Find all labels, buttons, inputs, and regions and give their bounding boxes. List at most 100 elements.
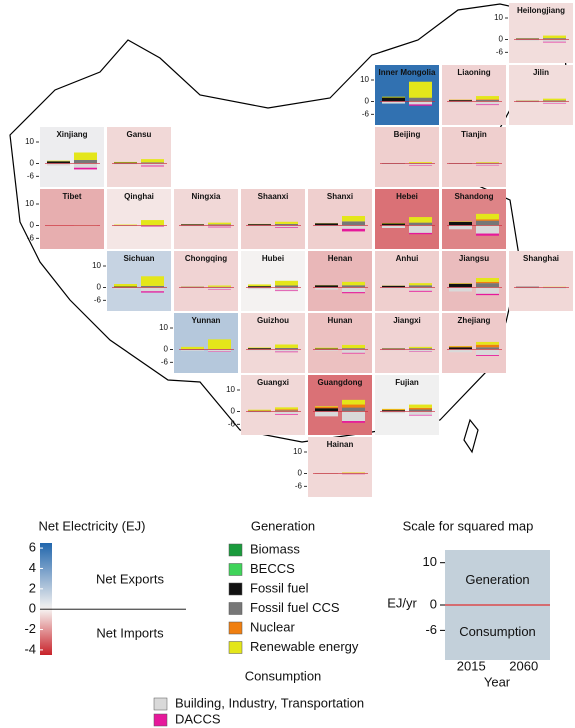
legend-label: Fossil fuel CCS (250, 600, 340, 615)
bar-segment (409, 232, 432, 235)
bar-segment (409, 163, 432, 166)
generation-title: Generation (251, 518, 315, 533)
bar-segment (275, 344, 298, 348)
legend-swatch (228, 582, 243, 596)
tile-tick-label: 0 (365, 97, 370, 106)
tile (241, 313, 305, 373)
bar-segment (114, 286, 137, 288)
bar-segment (342, 349, 365, 353)
bar-segment (208, 226, 231, 228)
bar-segment (315, 347, 338, 349)
tile-title: Ningxia (192, 192, 221, 201)
bar-segment (409, 222, 432, 226)
bar-segment (141, 220, 164, 226)
tile-title: Guangdong (318, 378, 363, 387)
colorbar-title: Net Electricity (EJ) (39, 518, 146, 533)
bar-segment (208, 285, 231, 287)
bar-segment (476, 233, 499, 236)
bar-segment (248, 284, 271, 287)
bar-segment (382, 225, 405, 228)
bar-segment (409, 97, 432, 101)
bar-segment (181, 346, 204, 349)
bar-segment (382, 97, 405, 102)
bar-segment (516, 38, 539, 40)
bar-segment (342, 225, 365, 229)
tile (107, 189, 171, 249)
bar-segment (114, 284, 137, 287)
tile-title: Gansu (127, 130, 152, 139)
bar-segment (476, 162, 499, 163)
bar-segment (275, 225, 298, 228)
bar-segment (449, 101, 472, 104)
tile-tick-label: -6 (27, 171, 35, 180)
colorbar-tick-label: 2 (29, 580, 36, 595)
bar-segment (342, 216, 365, 222)
bar-segment (181, 349, 204, 351)
tile-title: Jiangxi (393, 316, 421, 325)
tile-title: Inner Mongolia (379, 68, 436, 77)
bar-segment (275, 414, 298, 415)
bar-segment (141, 165, 164, 167)
tile (442, 127, 506, 187)
bar-segment (543, 35, 566, 39)
tile (174, 189, 238, 249)
bar-segment (315, 225, 338, 227)
tile-title: Zhejiang (458, 316, 491, 325)
bar-segment (476, 104, 499, 106)
bar-segment (409, 101, 432, 105)
bar-segment (449, 283, 472, 288)
bar-segment (74, 152, 97, 160)
bar-segment (382, 409, 405, 411)
tile-title: Hubei (262, 254, 284, 263)
bar-segment (409, 285, 432, 288)
bar-segment (382, 96, 405, 98)
bar-segment (74, 163, 97, 168)
tile-tick-label: 10 (25, 199, 34, 208)
tile (509, 251, 573, 311)
bar-segment (342, 221, 365, 226)
tile-title: Shandong (454, 192, 493, 201)
bar-segment (208, 222, 231, 225)
tile-title: Jiangsu (459, 254, 489, 263)
bar-segment (248, 287, 271, 290)
tile-tick-label: -6 (27, 233, 35, 242)
colorbar-tick-label: 4 (29, 560, 36, 575)
bar-segment (476, 99, 499, 102)
bar-segment (248, 411, 271, 413)
bar-segment (248, 224, 271, 226)
tile (241, 189, 305, 249)
bar-segment (449, 221, 472, 226)
bar-segment (382, 223, 405, 226)
bar-segment (516, 287, 539, 289)
bar-segment (342, 399, 365, 405)
bar-segment (409, 409, 432, 412)
bar-segment (315, 411, 338, 417)
bar-segment (181, 225, 204, 227)
bar-segment (409, 414, 432, 416)
colorbar-tick-label: -4 (24, 641, 36, 656)
legend-swatch (228, 602, 243, 615)
bar-segment (409, 346, 432, 349)
bar-segment (476, 101, 499, 105)
tile-tick-label: -6 (295, 481, 303, 490)
bar-segment (208, 224, 231, 226)
bar-segment (476, 213, 499, 220)
bar-segment (275, 227, 298, 228)
bar-segment (476, 96, 499, 100)
tile-tick-label: -6 (496, 47, 504, 56)
tile-title: Tianjin (461, 130, 487, 139)
tile-tick-label: 0 (30, 221, 35, 230)
tile-tick-label: 0 (298, 469, 303, 478)
tile-tick-label: 10 (360, 75, 369, 84)
bar-segment (208, 225, 231, 227)
tile-tick-label: 10 (226, 385, 235, 394)
bar-segment (315, 406, 338, 409)
tile (308, 313, 372, 373)
tile-tick-label: -6 (362, 109, 370, 118)
tile (509, 3, 573, 63)
bar-segment (275, 411, 298, 414)
bar-segment (409, 283, 432, 286)
bar-segment (315, 408, 338, 412)
tile-tick-label: 0 (231, 407, 236, 416)
legend-swatch (228, 543, 243, 557)
